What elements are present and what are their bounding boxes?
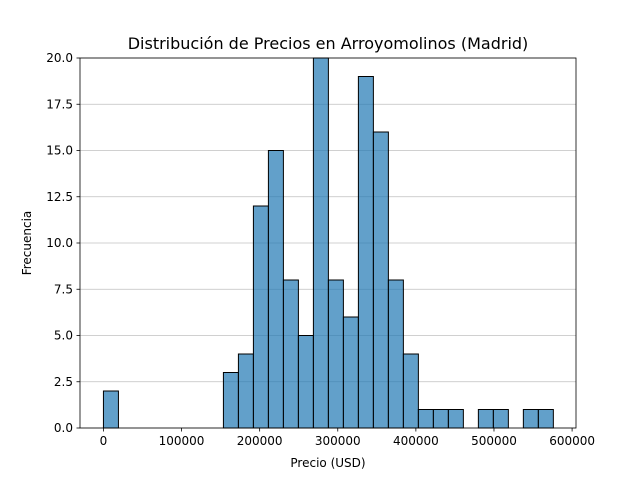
y-tick-label: 7.5: [54, 282, 73, 296]
x-tick-label: 300000: [315, 434, 361, 448]
x-tick-label: 100000: [159, 434, 205, 448]
histogram-bar: [432, 409, 449, 429]
histogram-bar: [447, 409, 464, 429]
y-tick-label: 0.0: [54, 421, 73, 435]
y-tick-label: 2.5: [54, 375, 73, 389]
x-tick-label: 200000: [237, 434, 283, 448]
histogram-bar: [237, 353, 254, 429]
histogram-bar: [342, 316, 359, 429]
histogram-bar: [357, 76, 374, 429]
y-tick-label: 17.5: [46, 97, 73, 111]
y-tick-label: 5.0: [54, 329, 73, 343]
histogram-bar: [252, 205, 269, 429]
histogram-bar: [312, 57, 329, 429]
histogram-bar: [102, 390, 119, 429]
y-tick-label: 20.0: [46, 51, 73, 65]
y-axis-label: Frecuencia: [20, 211, 34, 276]
x-tick-label: 600000: [549, 434, 595, 448]
histogram-bar: [282, 279, 299, 429]
x-axis-label: Precio (USD): [290, 456, 365, 470]
histogram-bar: [327, 279, 344, 429]
histogram-bar: [522, 409, 539, 429]
histogram-bar: [297, 335, 314, 429]
y-axis-ticks: 0.0 2.5 5.0 7.5 10.0 12.5 15.0 17.5 20.0: [46, 51, 80, 435]
y-tick-label: 15.0: [46, 144, 73, 158]
histogram-bar: [492, 409, 509, 429]
histogram-bar: [267, 150, 284, 429]
x-tick-label: 400000: [393, 434, 439, 448]
y-tick-label: 12.5: [46, 190, 73, 204]
histogram-bar: [417, 409, 434, 429]
x-tick-label: 0: [100, 434, 108, 448]
x-tick-label: 500000: [471, 434, 517, 448]
histogram-bar: [372, 131, 389, 429]
histogram-bar: [222, 372, 239, 429]
chart-title: Distribución de Precios en Arroyomolinos…: [128, 34, 529, 53]
histogram-bar: [402, 353, 419, 429]
histogram-bar: [477, 409, 494, 429]
y-tick-label: 10.0: [46, 236, 73, 250]
histogram-bar: [387, 279, 404, 429]
histogram-bar: [537, 409, 554, 429]
x-axis-ticks: 0 100000 200000 300000 400000 500000 600000: [100, 428, 595, 448]
